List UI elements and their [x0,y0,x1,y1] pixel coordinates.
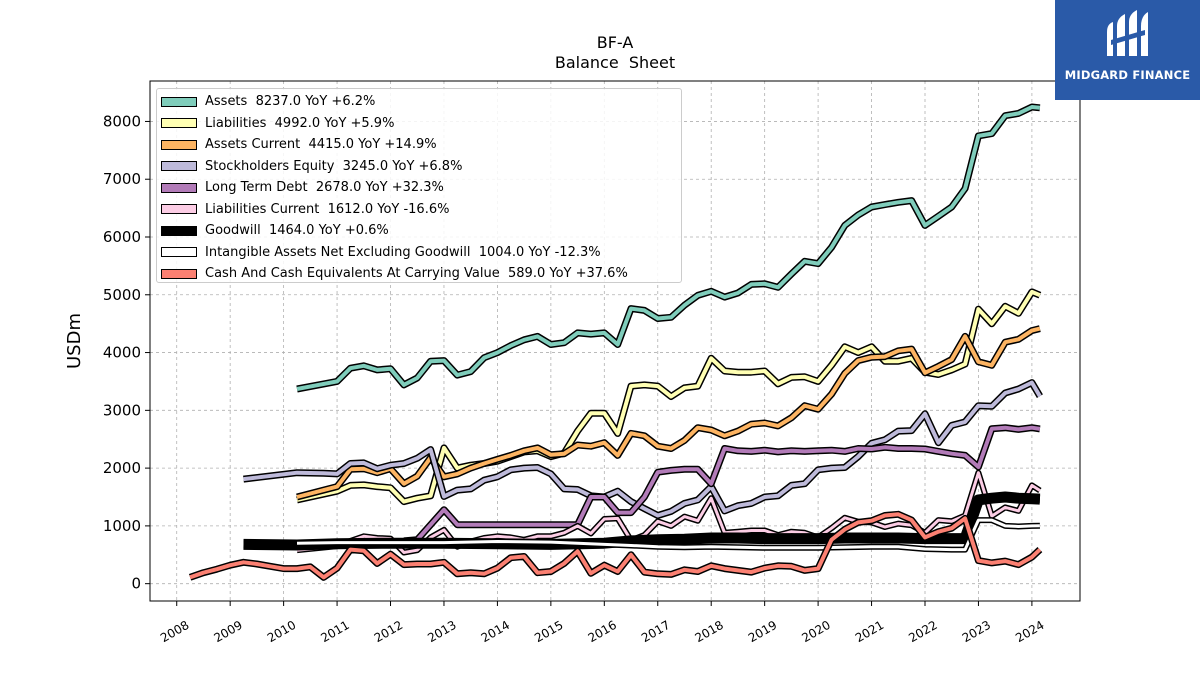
x-tick-label: 2009 [211,618,244,645]
legend-swatch [161,247,197,258]
y-axis-ticks: 0 1000 2000 3000 4000 5000 6000 7000 8000 [103,112,150,593]
x-tick-label: 2024 [1013,618,1046,645]
y-tick-label: 0 [131,575,141,593]
series-layer [188,103,1043,581]
series-3 [243,379,1043,519]
series-line [403,425,1041,543]
series-8 [188,510,1043,581]
legend-swatch [161,268,197,279]
y-tick-label: 4000 [103,344,141,362]
legend-label: Liabilities 4992.0 YoY +5.9% [205,115,395,131]
x-tick-label: 2020 [799,618,832,645]
legend-label: Liabilities Current 1612.0 YoY -16.6% [205,201,450,217]
legend-swatch [161,118,197,129]
series-4 [403,424,1041,545]
series-7 [296,517,1040,553]
legend-swatch [161,139,197,150]
x-tick-label: 2012 [372,618,405,645]
legend-label: Stockholders Equity 3245.0 YoY +6.8% [205,158,463,174]
plot-frame [149,80,1081,602]
y-tick-label: 3000 [103,401,141,419]
x-tick-label: 2017 [639,618,672,645]
series-line [296,105,1041,391]
legend-swatch [161,182,197,193]
series-0 [296,103,1041,393]
x-tick-label: 2019 [746,618,779,645]
x-tick-label: 2008 [158,618,191,645]
series-line [243,380,1042,518]
legend-label: Assets Current 4415.0 YoY +14.9% [205,137,437,153]
legend-item: Goodwill 1464.0 YoY +0.6% [157,220,681,242]
chart-subtitle: Balance Sheet [555,53,675,72]
y-tick-label: 7000 [103,170,141,188]
x-tick-label: 2023 [960,618,993,645]
legend-item: Stockholders Equity 3245.0 YoY +6.8% [157,156,681,178]
legend-item: Liabilities 4992.0 YoY +5.9% [157,113,681,135]
legend-item: Intangible Assets Net Excluding Goodwill… [157,242,681,264]
x-tick-label: 2016 [586,618,619,645]
legend-label: Cash And Cash Equivalents At Carrying Va… [205,266,628,282]
brand-logo: MIDGARD FINANCE [1055,0,1200,100]
x-tick-label: 2013 [425,618,458,645]
legend-swatch [161,96,197,107]
x-tick-label: 2010 [265,618,298,645]
y-tick-label: 8000 [103,112,141,130]
legend-label: Long Term Debt 2678.0 YoY +32.3% [205,180,444,196]
series-2 [296,325,1041,501]
y-tick-label: 2000 [103,459,141,477]
x-tick-label: 2011 [318,618,351,645]
legend-item: Cash And Cash Equivalents At Carrying Va… [157,263,681,285]
x-tick-label: 2022 [906,618,939,645]
legend-item: Liabilities Current 1612.0 YoY -16.6% [157,199,681,221]
y-axis-label: USDm [64,313,85,369]
legend-label: Intangible Assets Net Excluding Goodwill… [205,244,601,260]
legend-item: Assets 8237.0 YoY +6.2% [157,91,681,113]
legend-label: Goodwill 1464.0 YoY +0.6% [205,223,389,239]
chart-legend: Assets 8237.0 YoY +6.2% Liabilities 4992.… [156,88,682,283]
y-tick-label: 5000 [103,286,141,304]
y-tick-label: 6000 [103,228,141,246]
legend-item: Long Term Debt 2678.0 YoY +32.3% [157,177,681,199]
x-axis-ticks: 2008 2009 2010 2011 2012 2013 2014 2015 2016 2017… [158,601,1047,645]
legend-swatch [161,161,197,172]
series-line [296,326,1041,499]
x-tick-label: 2014 [479,618,512,645]
legend-swatch [161,204,197,215]
legend-swatch [161,225,197,236]
midgard-logo-icon [1107,10,1148,56]
chart-title: BF-A [597,33,634,52]
legend-item: Assets Current 4415.0 YoY +14.9% [157,134,681,156]
series-line [296,518,1040,552]
x-tick-label: 2018 [692,618,725,645]
series-line [189,512,1042,580]
brand-name: MIDGARD FINANCE [1064,68,1191,82]
y-tick-label: 1000 [103,517,141,535]
legend-label: Assets 8237.0 YoY +6.2% [205,94,376,110]
x-tick-label: 2021 [853,618,886,645]
x-tick-label: 2015 [532,618,565,645]
